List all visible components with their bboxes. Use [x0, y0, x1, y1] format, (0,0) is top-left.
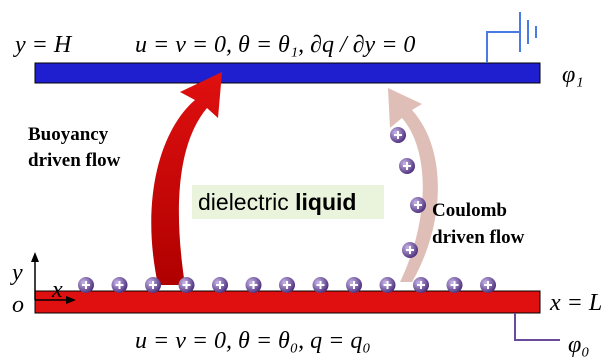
bottom-label: x = L — [549, 290, 602, 316]
bottom-plate — [35, 291, 540, 313]
buoyancy-arrow — [151, 72, 222, 285]
y-arrow — [31, 252, 39, 262]
top-conditions: u = v = 0, θ = θ₁, ∂q / ∂y = 0 — [135, 32, 415, 58]
buoyancy-label: driven flow — [28, 150, 121, 171]
axis-x: x — [51, 277, 63, 303]
bottom-wire — [515, 313, 560, 340]
coulomb-label: driven flow — [432, 227, 525, 248]
axis-origin: o — [12, 292, 24, 318]
bottom-conditions: u = v = 0, θ = θ₀, q = q₀ — [135, 328, 371, 354]
medium-word: dielectric liquid — [198, 189, 356, 215]
top-label: y = H — [13, 32, 73, 58]
top-potential: φ₁ — [562, 62, 584, 88]
ground-wire — [487, 32, 520, 63]
coulomb-label: Coulomb — [432, 200, 507, 221]
buoyancy-label: Buoyancy — [28, 124, 109, 145]
axis-y: y — [10, 260, 23, 286]
bottom-potential: φ₀ — [568, 332, 590, 358]
top-plate — [35, 63, 540, 83]
diagram: y = H u = v = 0, θ = θ₁, ∂q / ∂y = 0 φ₁ … — [0, 0, 616, 363]
